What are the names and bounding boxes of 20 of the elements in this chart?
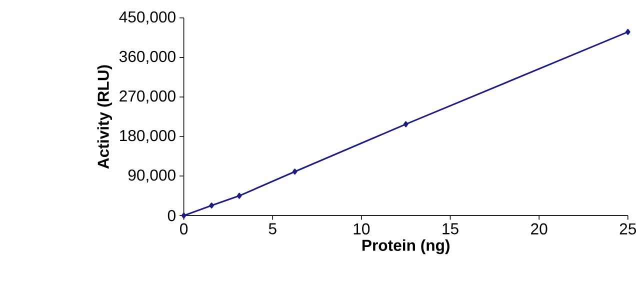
x-tick-label: 25 <box>620 223 636 234</box>
y-tick-label: 450,000 <box>119 11 176 24</box>
x-axis-title: Protein (ng) <box>362 239 450 254</box>
x-tick-label: 10 <box>354 223 370 234</box>
y-tick-label: 90,000 <box>128 169 176 183</box>
point <box>209 202 214 208</box>
x-tick-label: 20 <box>531 223 548 234</box>
y-axis-title: Activity (RLU) <box>97 65 112 169</box>
x-tick-label: 15 <box>442 223 458 234</box>
y-tick-label: 0 <box>168 210 176 222</box>
y-tick-label: 270,000 <box>120 90 176 104</box>
y-tick-label: 360,000 <box>119 50 176 64</box>
point <box>403 121 408 128</box>
y-tick-label: 180,000 <box>120 130 176 143</box>
x-tick-label: 0 <box>180 223 188 234</box>
x-tick-label: 5 <box>268 223 276 234</box>
point <box>292 168 298 175</box>
point <box>625 28 630 35</box>
point <box>236 192 242 199</box>
point <box>181 212 186 218</box>
